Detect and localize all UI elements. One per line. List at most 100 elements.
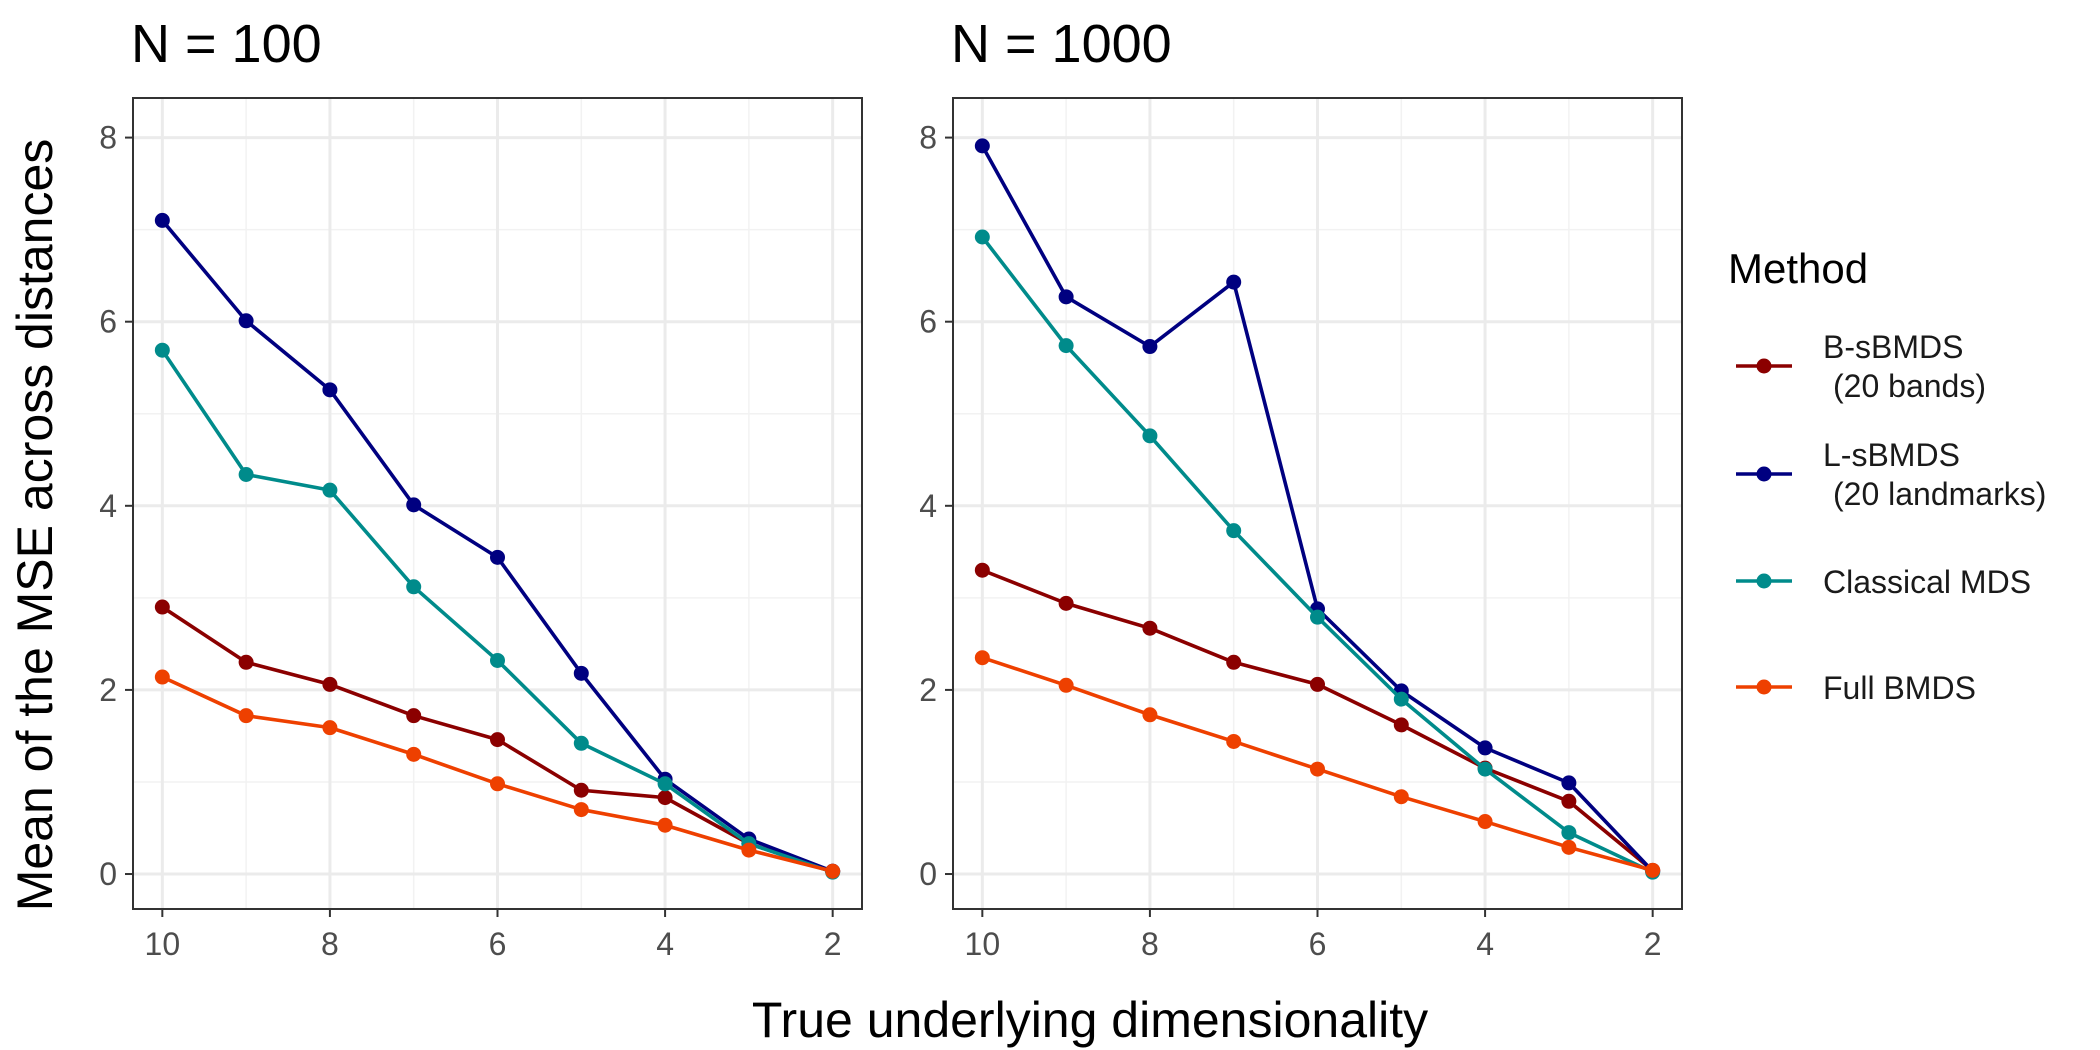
data-point-full-bmds (1393, 789, 1409, 805)
data-point-b-sbmds (490, 732, 505, 748)
data-point-classical-mds (238, 467, 254, 483)
data-point-full-bmds (238, 708, 254, 724)
data-point-b-sbmds (406, 708, 422, 724)
data-point-full-bmds (1310, 761, 1325, 777)
data-point-full-bmds (741, 842, 757, 858)
data-point-classical-mds (1058, 338, 1074, 354)
data-point-l-sbmds (1058, 289, 1074, 305)
y-tick-label: 0 (99, 856, 117, 892)
x-tick-label: 2 (1644, 926, 1662, 962)
data-point-full-bmds (657, 817, 673, 833)
legend-key-point (1756, 466, 1772, 482)
y-tick-label: 8 (919, 120, 937, 156)
legend-key-point (1756, 679, 1772, 695)
x-tick-label: 8 (321, 926, 339, 962)
legend-key-full-bmds (1736, 679, 1792, 695)
x-tick-label: 10 (965, 926, 1001, 962)
y-tick-label: 4 (99, 488, 117, 524)
data-point-l-sbmds (490, 549, 505, 565)
x-tick-label: 4 (1476, 926, 1494, 962)
legend-key-classical-mds (1736, 573, 1792, 589)
data-point-classical-mds (490, 652, 505, 668)
data-point-l-sbmds (1142, 339, 1158, 355)
x-axis-title: True underlying dimensionality (752, 992, 1428, 1048)
data-point-classical-mds (322, 482, 338, 498)
panel-n1000: 0 2 4 6 8 10 8 6 4 2 N = 1000 (919, 14, 1683, 962)
x-tick-label: 6 (489, 926, 507, 962)
data-point-classical-mds (1142, 428, 1158, 444)
data-point-full-bmds (154, 669, 170, 685)
data-point-full-bmds (573, 802, 589, 818)
data-point-b-sbmds (154, 599, 170, 615)
panel-n100: 0 2 4 6 8 10 8 6 4 2 N = 100 (99, 14, 863, 962)
data-point-b-sbmds (1226, 654, 1242, 670)
data-point-l-sbmds (322, 382, 338, 398)
y-tick-label: 6 (99, 304, 117, 340)
data-point-b-sbmds (1393, 717, 1409, 733)
x-tick-label: 8 (1141, 926, 1159, 962)
legend-key-l-sbmds (1736, 466, 1792, 482)
data-point-b-sbmds (1058, 595, 1074, 611)
y-tick-label: 4 (919, 488, 937, 524)
data-point-full-bmds (1058, 677, 1074, 693)
y-tick-label: 2 (919, 672, 937, 708)
data-point-full-bmds (1142, 707, 1158, 723)
data-point-b-sbmds (657, 790, 673, 806)
legend-label-l-sbmds: L-sBMDS (1823, 437, 1960, 473)
legend-label-b-sbmds: (20 bands) (1833, 368, 1986, 404)
data-point-b-sbmds (974, 562, 990, 578)
data-point-l-sbmds (974, 138, 990, 154)
legend-key-point (1756, 573, 1772, 589)
data-point-full-bmds (825, 863, 841, 879)
data-point-classical-mds (1393, 691, 1409, 707)
legend-label-classical-mds: Classical MDS (1823, 564, 2031, 600)
data-point-b-sbmds (573, 782, 589, 798)
data-point-classical-mds (1561, 825, 1577, 841)
x-tick-label: 2 (824, 926, 842, 962)
data-point-full-bmds (1477, 814, 1493, 830)
panel-title: N = 100 (131, 14, 322, 74)
data-point-classical-mds (1310, 609, 1325, 625)
x-tick-label: 10 (145, 926, 181, 962)
data-point-b-sbmds (1561, 793, 1577, 809)
legend-key-b-sbmds (1736, 358, 1792, 374)
data-point-l-sbmds (406, 497, 422, 513)
data-point-full-bmds (490, 776, 505, 792)
x-tick-label: 6 (1309, 926, 1327, 962)
legend-label-full-bmds: Full BMDS (1823, 670, 1976, 706)
data-point-classical-mds (974, 229, 990, 245)
legend-label-l-sbmds: (20 landmarks) (1833, 476, 2046, 512)
data-point-b-sbmds (1310, 676, 1325, 692)
y-tick-label: 0 (919, 856, 937, 892)
y-axis-title: Mean of the MSE across distances (7, 139, 63, 912)
data-point-full-bmds (974, 650, 990, 666)
data-point-l-sbmds (573, 665, 589, 681)
data-point-classical-mds (406, 579, 422, 595)
data-point-full-bmds (1561, 839, 1577, 855)
panel-title: N = 1000 (951, 14, 1172, 74)
data-point-classical-mds (573, 735, 589, 751)
y-tick-label: 2 (99, 672, 117, 708)
legend: Method B-sBMDS(20 bands) L-sBMDS(20 landm… (1728, 245, 2046, 706)
data-point-l-sbmds (238, 313, 254, 329)
data-point-full-bmds (406, 746, 422, 762)
y-tick-label: 6 (919, 304, 937, 340)
legend-label-b-sbmds: B-sBMDS (1823, 329, 1963, 365)
data-point-l-sbmds (1226, 274, 1242, 290)
data-point-l-sbmds (1477, 740, 1493, 756)
data-point-full-bmds (1645, 862, 1661, 878)
data-point-classical-mds (154, 342, 170, 358)
data-point-b-sbmds (238, 654, 254, 670)
legend-title: Method (1728, 245, 1868, 292)
data-point-b-sbmds (1142, 620, 1158, 636)
y-tick-label: 8 (99, 120, 117, 156)
data-point-b-sbmds (322, 676, 338, 692)
data-point-l-sbmds (154, 212, 170, 228)
data-point-l-sbmds (1561, 775, 1577, 791)
data-point-classical-mds (1226, 523, 1242, 539)
x-tick-label: 4 (656, 926, 674, 962)
data-point-classical-mds (1477, 761, 1493, 777)
legend-key-point (1756, 358, 1772, 374)
data-point-full-bmds (322, 720, 338, 736)
